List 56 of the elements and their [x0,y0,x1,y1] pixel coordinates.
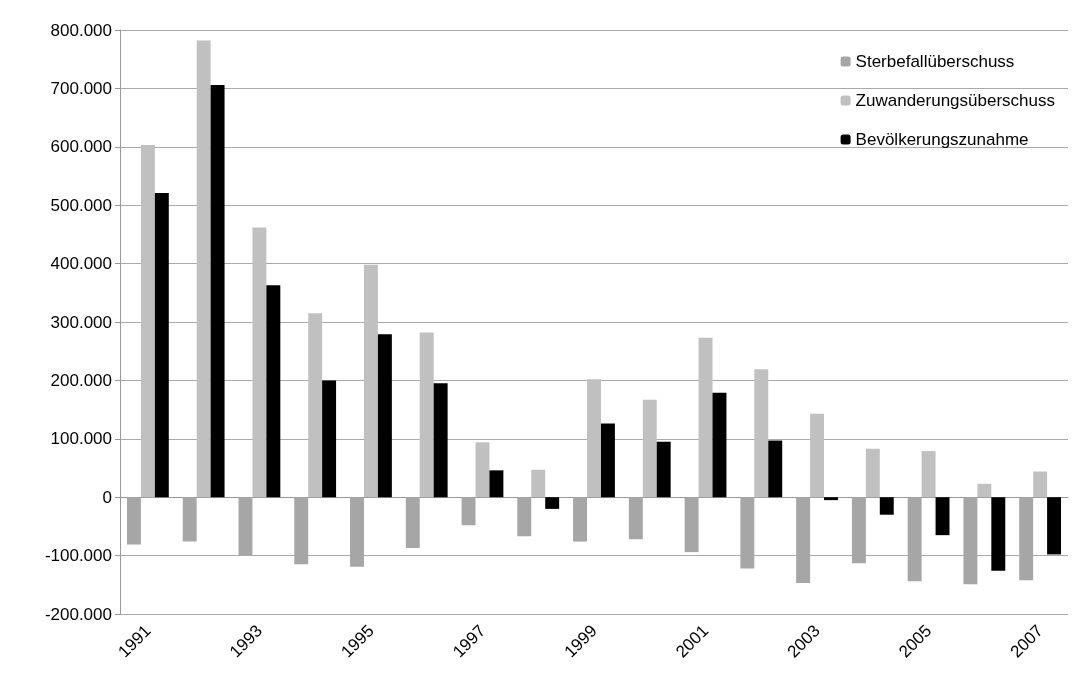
bar [1047,497,1062,555]
bar [475,442,490,498]
y-tick-label: -100.000 [44,546,112,566]
bar [377,334,392,498]
bar [824,497,838,501]
bar [405,497,420,549]
bar [489,470,504,498]
legend-label: Sterbefallüberschuss [855,52,1015,71]
y-tick-label: -200.000 [44,604,112,624]
bar [210,84,225,498]
bar [865,448,880,498]
bar [154,192,169,498]
bar [419,332,434,498]
bar [140,145,155,498]
bar [754,369,769,498]
y-tick-label: 600.000 [50,137,112,157]
bar [531,469,546,498]
y-tick-label: 500.000 [50,195,112,215]
bar [587,379,601,498]
bar [698,337,713,498]
bar [921,451,936,498]
bar [656,441,671,498]
bar [196,40,211,498]
bar [600,423,615,498]
bar [712,392,727,498]
bar [545,497,560,509]
bar [977,483,992,498]
y-tick-label: 0 [102,487,112,507]
bar [1033,471,1048,498]
bar [252,227,267,498]
bar [308,313,323,498]
bar [182,497,197,542]
bar [642,399,657,498]
legend-label: Zuwanderungsüberschuss [855,91,1056,110]
bar [363,264,378,498]
y-tick-label: 800.000 [50,20,112,40]
bar [935,497,950,536]
bar [433,383,448,498]
bar [461,497,476,526]
y-tick-label: 100.000 [50,429,112,449]
bar [628,497,643,540]
bar [573,497,588,542]
bar [768,440,783,498]
bar [684,497,699,553]
y-tick-label: 700.000 [50,78,112,98]
bar [879,497,894,515]
bar [810,413,825,498]
bar [126,497,141,545]
y-tick-label: 300.000 [50,312,112,332]
bar [266,285,281,498]
legend-label: Bevölkerungszunahme [855,130,1029,149]
y-tick-label: 200.000 [50,370,112,390]
bar [322,380,337,498]
y-tick-label: 400.000 [50,254,112,274]
bar [991,497,1006,571]
bar [517,497,532,537]
